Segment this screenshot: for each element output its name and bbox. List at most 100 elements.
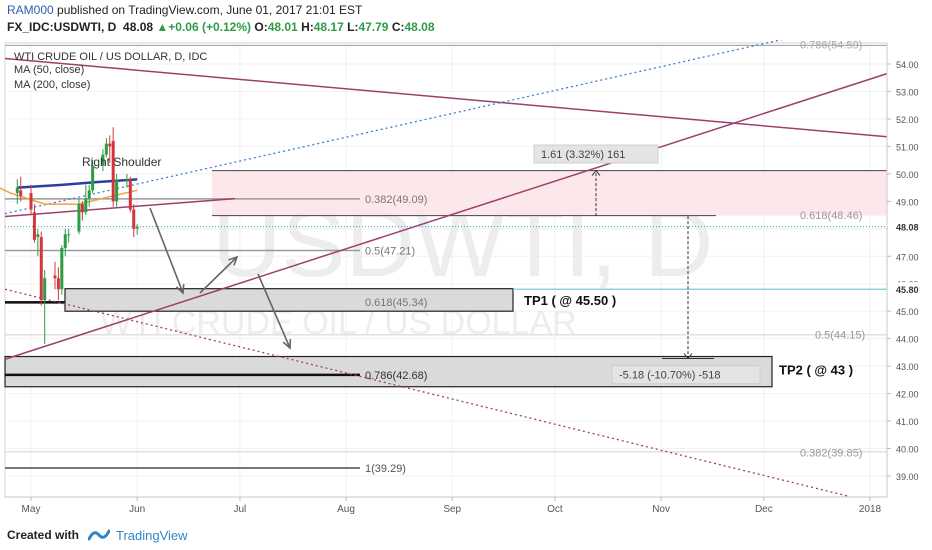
candle-body (77, 204, 81, 232)
tp2-label: TP2 ( @ 43 ) (779, 362, 853, 377)
up-arrow-icon: ▲ (156, 20, 169, 34)
tp1-price-tag: 45.80 (896, 285, 919, 295)
fib-label: 0.618(48.46) (800, 210, 862, 222)
author-link[interactable]: RAM000 (7, 3, 54, 17)
fib-label: 0.5(47.21) (365, 245, 415, 257)
time-tick-label: May (22, 504, 41, 515)
open-label: O: (254, 20, 268, 34)
price-tick-label: 39.00 (896, 472, 919, 482)
measure-down-arrow-icon (683, 353, 693, 360)
last-price-tag-bg (888, 219, 932, 234)
candle-body (101, 154, 105, 166)
candle-body (15, 187, 19, 194)
tp1-label: TP1 ( @ 45.50 ) (524, 293, 616, 308)
price-tick-label: 50.00 (896, 170, 919, 180)
fib-label: 0.618(45.34) (365, 297, 427, 309)
downtrend-line (4, 57, 888, 138)
candle-body (43, 278, 47, 301)
open-value: 48.01 (267, 20, 298, 34)
candle-body (67, 234, 71, 236)
projection-arrow-down-2 (257, 273, 291, 349)
candle-body (56, 278, 60, 290)
fib-label: 0.382(39.85) (800, 448, 862, 460)
price-tick-label: 54.00 (896, 60, 919, 70)
candle-body (115, 179, 119, 202)
time-tick-label: 2018 (859, 504, 882, 515)
projection-arrow-down-head (175, 283, 185, 295)
measure-down-label: -5.18 (-10.70%) -518 (619, 370, 721, 382)
published-text: published on TradingView.com, June 01, 2… (53, 3, 363, 17)
chart-header: RAM000 published on TradingView.com, Jun… (0, 0, 932, 40)
candle-body (29, 193, 33, 210)
candle-body (32, 212, 36, 240)
price-tick-label: 40.00 (896, 445, 919, 455)
candle-body (19, 190, 23, 196)
chart-area[interactable]: USDWTI, D WTI CRUDE OIL / US DOLLAR Righ… (0, 30, 932, 518)
candle-body (63, 234, 67, 249)
fib-label: 0.5(44.15) (815, 330, 865, 342)
price-tick-label: 51.00 (896, 142, 919, 152)
candle-body (87, 190, 91, 199)
tp1-price-tag-bg (888, 282, 932, 297)
candle-body (128, 179, 132, 210)
projection-arrow-down (149, 207, 184, 294)
fib-label: 0.786(54.59) (800, 40, 862, 51)
price-tick-label: 52.00 (896, 115, 919, 125)
candle-body (39, 237, 43, 301)
tp1-box (64, 288, 514, 312)
fib-zone (212, 170, 887, 216)
time-tick-label: Aug (337, 504, 355, 515)
ma50-legend[interactable]: MA (50, close) (14, 64, 84, 76)
ma200-legend[interactable]: MA (200, close) (14, 79, 90, 91)
publish-line: RAM000 published on TradingView.com, Jun… (7, 3, 362, 17)
time-tick-label: Jul (233, 504, 246, 515)
price-tick-label: 45.00 (896, 307, 919, 317)
uptrend-line (4, 72, 888, 360)
fib-label: 1(39.29) (365, 463, 406, 475)
right-shoulder-label: Right Shoulder (82, 155, 161, 169)
low-value: 47.79 (358, 20, 389, 34)
shoulder-line (4, 197, 236, 218)
high-value: 48.17 (313, 20, 344, 34)
projection-arrow-up-head (228, 255, 239, 266)
candle-body (80, 204, 84, 213)
projection-arrow-up (199, 256, 238, 294)
blue-dotted-trend (4, 30, 821, 215)
created-with-label: Created with (7, 528, 80, 542)
time-tick-label: Dec (755, 504, 773, 515)
time-tick-label: Sep (443, 504, 461, 515)
low-label: L: (347, 20, 359, 34)
candle-body (91, 165, 95, 191)
red-dotted-trend (4, 288, 851, 498)
price-tick-label: 47.00 (896, 252, 919, 262)
measure-down-box (611, 365, 761, 385)
footer: Created with TradingView (0, 518, 932, 550)
price-tick-label: 53.00 (896, 87, 919, 97)
price-chart[interactable]: USDWTI, D WTI CRUDE OIL / US DOLLAR Righ… (0, 30, 932, 518)
candle-body (53, 275, 57, 279)
symbol-label: FX_IDC:USDWTI, D (7, 20, 117, 34)
fib-label: 0.786(42.68) (365, 370, 427, 382)
time-tick-label: Jun (129, 504, 145, 515)
projection-arrow-down-2-head (282, 338, 292, 350)
tradingview-brand[interactable]: TradingView (116, 528, 188, 543)
tradingview-logo-icon (88, 529, 110, 541)
candle-body (60, 248, 64, 290)
candle-body (132, 209, 136, 229)
fib-label: 0.382(49.09) (365, 194, 427, 206)
last-price: 48.08 (123, 20, 154, 34)
measure-up-box (533, 144, 659, 164)
price-tick-label: 43.00 (896, 362, 919, 372)
candle-body (84, 198, 88, 213)
close-value: 48.08 (404, 20, 435, 34)
measure-up-arrow-icon (591, 169, 601, 176)
price-tick-label: 49.00 (896, 197, 919, 207)
change-value: +0.06 (+0.12%) (168, 20, 252, 34)
time-tick-label: Oct (547, 504, 563, 515)
price-tick-label: 41.00 (896, 417, 919, 427)
candle-body (108, 143, 112, 147)
price-tick-label: 44.00 (896, 335, 919, 345)
ohlc-line: FX_IDC:USDWTI, D 48.08 ▲+0.06 (+0.12%) O… (7, 20, 435, 34)
time-tick-label: Nov (652, 504, 670, 515)
measure-up-label: 1.61 (3.32%) 161 (541, 149, 625, 161)
